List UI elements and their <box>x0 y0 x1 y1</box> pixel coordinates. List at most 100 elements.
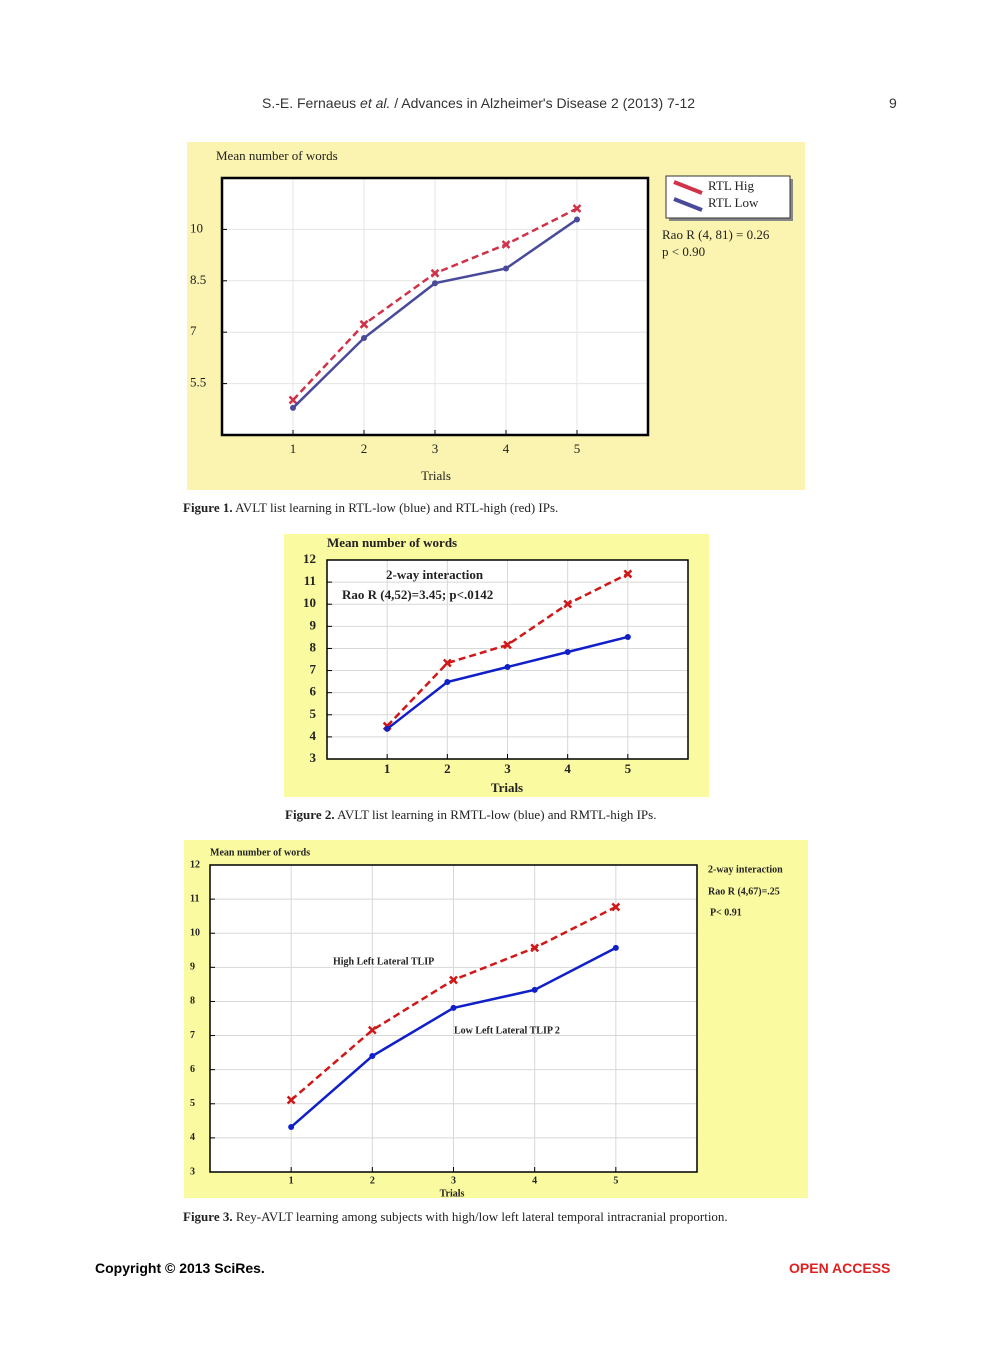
y-axis-title: Mean number of words <box>210 847 310 858</box>
y-tick-label: 6 <box>310 684 317 699</box>
caption: Figure 2. AVLT list learning in RMTL-low… <box>285 807 656 823</box>
y-tick-label: 5 <box>310 706 317 721</box>
y-tick-label: 3 <box>310 750 317 765</box>
page-number: 9 <box>889 95 897 111</box>
x-tick-label: 3 <box>504 761 511 776</box>
plot-frame <box>326 559 689 760</box>
marker <box>623 569 633 579</box>
y-tick-label: 12 <box>190 859 200 870</box>
y-tick-label: 5.5 <box>190 375 206 390</box>
marker <box>501 240 511 249</box>
legend-label: RTL Hig <box>708 178 755 193</box>
annotation: Rao R (4,67)=.25 <box>708 886 780 897</box>
marker <box>288 1123 295 1130</box>
y-tick-label: 7 <box>190 323 197 338</box>
x-tick-label: 4 <box>503 441 510 456</box>
x-tick-label: 5 <box>613 1175 618 1186</box>
marker <box>369 1053 376 1060</box>
caption-text: AVLT list learning in RTL-low (blue) and… <box>235 500 559 515</box>
marker <box>563 599 573 609</box>
y-axis-title: Mean number of words <box>327 535 457 550</box>
marker <box>290 404 296 411</box>
y-tick-label: 6 <box>190 1064 195 1075</box>
annotation: High Left Lateral TLIP <box>333 956 434 967</box>
marker <box>361 335 367 342</box>
y-tick-label: 10 <box>190 220 203 235</box>
legend-swatch <box>673 180 703 195</box>
journal: / Advances in Alzheimer's Disease 2 (201… <box>394 95 696 111</box>
x-tick-label: 2 <box>370 1175 375 1186</box>
marker <box>288 395 298 405</box>
plot-frame <box>209 864 698 1173</box>
y-tick-label: 10 <box>303 595 316 610</box>
y-tick-label: 12 <box>303 551 316 566</box>
marker <box>574 216 580 223</box>
legend-label: RTL Low <box>708 195 759 210</box>
marker <box>624 633 631 640</box>
caption-text: Rey-AVLT learning among subjects with hi… <box>235 1209 728 1224</box>
plot-frame <box>220 176 650 437</box>
copyright: Copyright © 2013 SciRes. <box>95 1260 265 1276</box>
x-tick-label: 4 <box>564 761 571 776</box>
x-tick-label: 1 <box>290 441 297 456</box>
annotation: Low Left Lateral TLIP 2 <box>454 1025 560 1036</box>
annotation: 2-way interaction <box>386 567 484 582</box>
marker <box>503 640 512 650</box>
y-axis-title: Mean number of words <box>216 148 338 163</box>
marker <box>444 679 451 686</box>
marker <box>564 648 571 655</box>
marker <box>572 204 582 213</box>
x-tick-label: 2 <box>444 761 451 776</box>
y-tick-label: 10 <box>190 928 200 939</box>
caption: Figure 1. AVLT list learning in RTL-low … <box>183 500 558 516</box>
annotation: P< 0.91 <box>710 907 742 918</box>
y-tick-label: 3 <box>190 1166 195 1177</box>
y-tick-label: 7 <box>190 1030 195 1041</box>
y-tick-label: 8 <box>190 996 195 1007</box>
legend-swatch <box>673 197 703 212</box>
x-tick-label: 4 <box>532 1175 537 1186</box>
x-axis-title: Trials <box>440 1188 465 1199</box>
caption-label: Figure 2. <box>285 807 335 822</box>
marker <box>359 319 369 329</box>
marker <box>530 943 540 953</box>
caption-text: AVLT list learning in RMTL-low (blue) an… <box>337 807 657 822</box>
annotation: 2-way interaction <box>708 864 783 875</box>
marker <box>449 975 458 985</box>
marker <box>384 725 391 732</box>
caption-label: Figure 3. <box>183 1209 233 1224</box>
caption-label: Figure 1. <box>183 500 233 515</box>
marker <box>503 265 509 272</box>
open-access: OPEN ACCESS <box>789 1260 891 1276</box>
y-tick-label: 11 <box>304 573 316 588</box>
y-tick-label: 7 <box>310 662 317 677</box>
marker <box>611 902 621 912</box>
marker <box>612 944 619 951</box>
marker <box>432 280 438 287</box>
y-tick-label: 9 <box>310 617 317 632</box>
y-tick-label: 9 <box>190 962 195 973</box>
x-axis-title: Trials <box>421 468 451 483</box>
authors: S.-E. Fernaeus <box>262 95 357 111</box>
y-tick-label: 8.5 <box>190 272 206 287</box>
marker <box>286 1095 296 1105</box>
marker <box>504 664 511 671</box>
x-tick-label: 2 <box>361 441 368 456</box>
annotation: Rao R (4, 81) = 0.26 <box>662 227 770 242</box>
legend-box <box>665 175 791 219</box>
y-tick-label: 4 <box>190 1132 195 1143</box>
et-al: et al. <box>360 95 391 111</box>
marker <box>430 268 440 278</box>
annotation: p < 0.90 <box>662 244 705 259</box>
x-tick-label: 3 <box>451 1175 456 1186</box>
marker <box>450 1004 457 1011</box>
x-tick-label: 5 <box>574 441 581 456</box>
x-axis-title: Trials <box>491 780 523 795</box>
marker <box>442 658 452 668</box>
x-tick-label: 3 <box>432 441 439 456</box>
y-tick-label: 8 <box>310 639 317 654</box>
caption: Figure 3. Rey-AVLT learning among subjec… <box>183 1209 728 1225</box>
running-header: S.-E. Fernaeus et al. / Advances in Alzh… <box>262 95 695 111</box>
